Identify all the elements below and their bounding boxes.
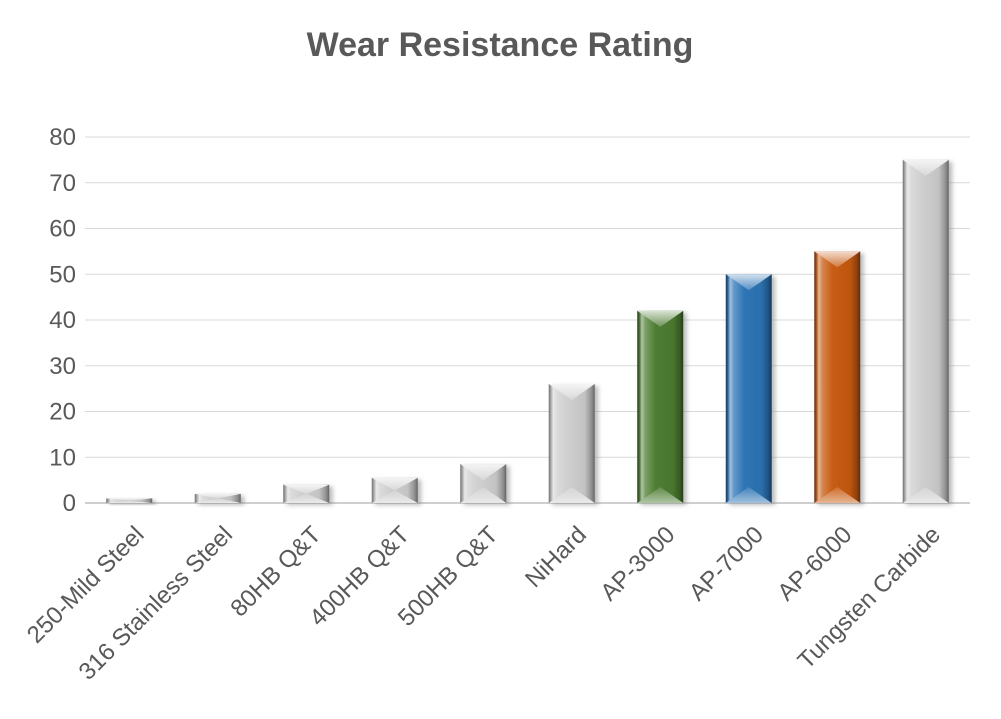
bar-ap-6000 <box>814 251 861 503</box>
y-tick-label: 80 <box>49 124 76 151</box>
bar-bottom-bevel <box>902 487 949 503</box>
bar-top-bevel <box>637 310 684 327</box>
bar-80hb-q-t <box>283 484 330 503</box>
bar-bottom-bevel <box>371 490 418 503</box>
bar-bottom-bevel <box>283 493 330 503</box>
x-label-ap-7000: AP-7000 <box>684 521 769 606</box>
x-label-nihard: NiHard <box>520 521 592 593</box>
bar-400hb-q-t <box>371 477 418 503</box>
bar-top-bevel <box>814 251 861 268</box>
bar-bottom-bevel <box>106 500 153 503</box>
bar-tungsten-carbide <box>902 159 949 503</box>
y-tick-label: 30 <box>49 353 76 380</box>
bar-bottom-bevel <box>460 487 507 503</box>
x-label-ap-6000: AP-6000 <box>772 521 857 606</box>
bar-body <box>548 384 595 503</box>
bar-bottom-bevel <box>637 487 684 503</box>
bar-nihard <box>548 384 595 503</box>
bar-top-bevel <box>371 477 418 491</box>
bar-top-bevel <box>106 498 153 501</box>
bar-body <box>814 251 861 503</box>
bar-body <box>637 310 684 503</box>
y-tick-label: 70 <box>49 170 76 197</box>
y-tick-label: 10 <box>49 444 76 471</box>
bar-top-bevel <box>902 159 949 176</box>
bar-ap-7000 <box>725 274 772 503</box>
x-label-ap-3000: AP-3000 <box>595 521 680 606</box>
bar-top-bevel <box>194 493 241 499</box>
y-tick-label: 0 <box>63 490 76 517</box>
bar-top-bevel <box>725 274 772 291</box>
bar-ap-3000 <box>637 310 684 503</box>
y-tick-label: 50 <box>49 261 76 288</box>
y-axis-ticks: 0 10 20 30 40 50 60 70 80 <box>49 124 76 517</box>
bar-bottom-bevel <box>548 487 595 503</box>
y-tick-label: 40 <box>49 307 76 334</box>
chart-title: Wear Resistance Rating <box>307 26 694 64</box>
bar-top-bevel <box>548 384 595 401</box>
bar-250-mild-steel <box>106 498 153 503</box>
gridlines <box>85 136 970 504</box>
bar-bottom-bevel <box>814 487 861 503</box>
bar-bottom-bevel <box>194 498 241 503</box>
bars <box>106 159 949 503</box>
y-tick-label: 20 <box>49 399 76 426</box>
bar-top-bevel <box>460 464 507 481</box>
bar-top-bevel <box>283 484 330 494</box>
bar-500hb-q-t <box>460 464 507 503</box>
y-tick-label: 60 <box>49 216 76 243</box>
bar-bottom-bevel <box>725 487 772 503</box>
bar-body <box>725 274 772 503</box>
bar-316-stainless-steel <box>194 493 241 503</box>
bar-body <box>902 159 949 503</box>
x-label-316-stainless-steel: 316 Stainless Steel <box>74 521 238 685</box>
